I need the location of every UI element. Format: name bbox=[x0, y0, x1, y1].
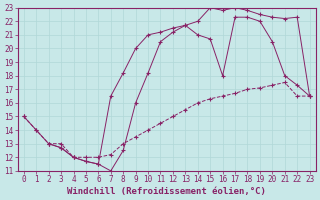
X-axis label: Windchill (Refroidissement éolien,°C): Windchill (Refroidissement éolien,°C) bbox=[67, 187, 266, 196]
